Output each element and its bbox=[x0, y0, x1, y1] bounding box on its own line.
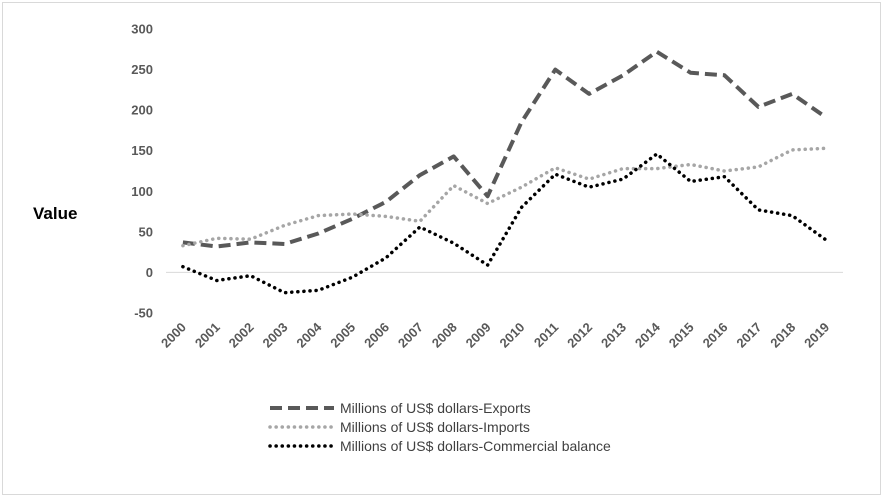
x-tick-label: 2009 bbox=[463, 320, 494, 351]
y-tick-label: 250 bbox=[131, 62, 153, 77]
series-line-1 bbox=[182, 49, 828, 249]
x-tick-label: 2017 bbox=[733, 320, 764, 351]
x-tick-label: 2011 bbox=[531, 320, 562, 351]
x-tick-label: 2010 bbox=[496, 320, 527, 351]
y-tick-label: 200 bbox=[131, 103, 153, 118]
x-tick-label: 2006 bbox=[361, 320, 392, 351]
series-line-2 bbox=[181, 146, 828, 248]
x-tick-label: 2013 bbox=[598, 320, 629, 351]
y-tick-label: 100 bbox=[131, 184, 153, 199]
y-tick-label: 300 bbox=[131, 22, 153, 37]
x-tick-label: 2004 bbox=[293, 319, 325, 351]
y-tick-label: 50 bbox=[139, 224, 153, 239]
x-tick-label: 2001 bbox=[192, 320, 223, 351]
y-tick-label: 150 bbox=[131, 143, 153, 158]
x-tick-label: 2008 bbox=[429, 320, 460, 351]
x-tick-label: 2002 bbox=[226, 320, 257, 351]
series-layer bbox=[181, 49, 828, 295]
x-tick-label: 2015 bbox=[666, 320, 697, 351]
y-axis: -50 0 50 100 150 200 250 300 bbox=[131, 22, 153, 321]
y-tick-label: -50 bbox=[134, 306, 153, 321]
x-tick-label: 2012 bbox=[564, 320, 595, 351]
legend: Millions of US$ dollars-Exports Millions … bbox=[268, 400, 611, 454]
legend-label: Millions of US$ dollars-Imports bbox=[340, 419, 530, 435]
x-tick-label: 2000 bbox=[158, 320, 189, 351]
series-line-3 bbox=[181, 152, 828, 295]
x-tick-label: 2007 bbox=[395, 320, 426, 351]
legend-label: Millions of US$ dollars-Commercial balan… bbox=[340, 438, 611, 454]
y-axis-title: Value bbox=[33, 204, 77, 223]
x-tick-label: 2019 bbox=[801, 320, 832, 351]
x-tick-label: 2014 bbox=[632, 319, 664, 351]
x-tick-label: 2016 bbox=[700, 320, 731, 351]
y-tick-label: 0 bbox=[146, 265, 153, 280]
x-tick-label: 2003 bbox=[260, 320, 291, 351]
x-axis: 2000 2001 2002 2003 2004 2005 2006 2007 2008 2009… bbox=[158, 319, 832, 351]
x-tick-label: 2018 bbox=[767, 320, 798, 351]
legend-label: Millions of US$ dollars-Exports bbox=[340, 400, 531, 416]
x-tick-label: 2005 bbox=[327, 320, 358, 351]
